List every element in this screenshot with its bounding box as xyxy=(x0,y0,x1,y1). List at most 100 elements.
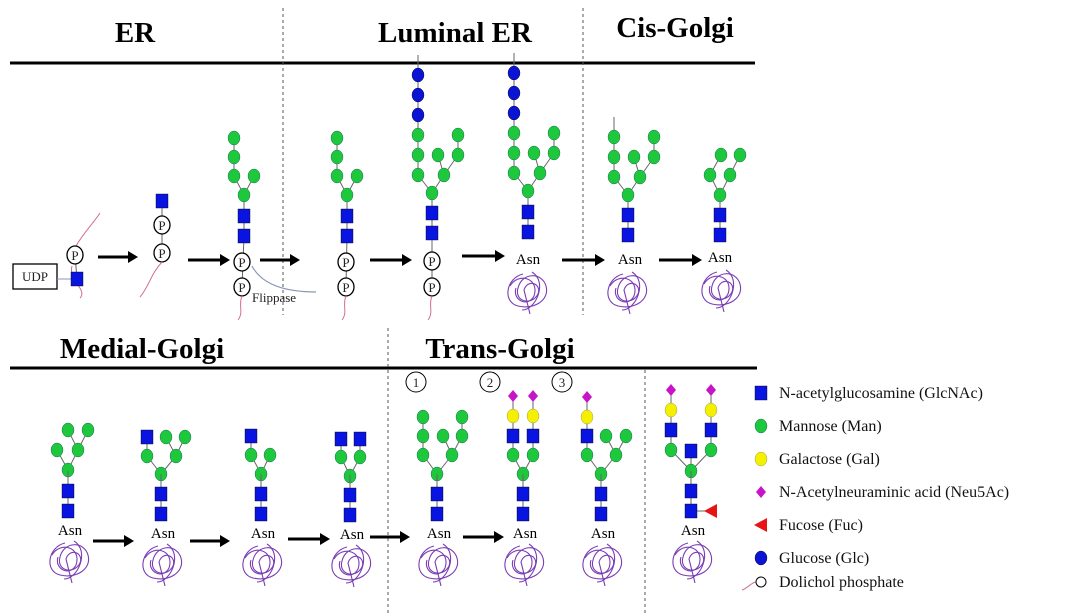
asn-label: Asn xyxy=(618,252,643,268)
glcnac-square-icon xyxy=(237,208,251,224)
protein-chain xyxy=(703,269,735,309)
protein-chain xyxy=(331,546,372,588)
protein-chain xyxy=(242,545,283,587)
phosphate-label: P xyxy=(238,255,245,270)
phosphate-circle xyxy=(423,251,441,271)
glcnac-square-icon xyxy=(684,503,698,519)
step-1-marker: 1 xyxy=(405,371,427,393)
glcnac-square-icon xyxy=(254,506,268,522)
mannose-circle-icon xyxy=(431,147,445,163)
protein-icon xyxy=(418,543,459,587)
mannose-circle-icon xyxy=(140,448,154,464)
protein-chain xyxy=(142,545,183,587)
glcnac-square-icon xyxy=(155,193,169,209)
glcnac-square-icon xyxy=(425,205,439,221)
glcnac-square-icon xyxy=(684,443,698,459)
blue-square-icon xyxy=(754,385,768,401)
phosphate-label: P xyxy=(428,254,435,269)
mannose-circle-icon xyxy=(437,167,451,183)
section-title-er: ER xyxy=(115,17,156,49)
arrow-icon xyxy=(290,254,300,266)
section-title-trans-golgi: Trans-Golgi xyxy=(425,333,574,365)
mannose-circle-icon xyxy=(411,167,425,183)
legend-label: Mannose (Man) xyxy=(779,418,882,435)
dolichol-chain xyxy=(75,212,101,247)
neu5ac-diamond-icon xyxy=(508,390,518,402)
protein-icon xyxy=(331,544,372,588)
dolichol-chain xyxy=(427,295,433,321)
galactose-circle-icon xyxy=(704,402,718,418)
green-circle-icon xyxy=(754,418,768,434)
mannose-circle-icon xyxy=(436,428,450,444)
protein-icon xyxy=(701,269,742,313)
mannose-circle-icon xyxy=(547,125,561,141)
mannose-circle-icon xyxy=(227,149,241,165)
glucose-circle-icon xyxy=(507,85,521,101)
neu5ac-diamond-icon xyxy=(706,384,716,396)
mannose-circle-icon xyxy=(633,169,647,185)
mannose-circle-icon xyxy=(416,409,430,425)
phosphate-label: P xyxy=(71,248,78,263)
blue-circle-icon xyxy=(754,550,768,566)
mannose-circle-icon xyxy=(713,187,727,203)
dolichol-phosphate-icon xyxy=(755,576,767,588)
phosphate-icon: P xyxy=(153,243,171,263)
arrow-icon xyxy=(320,533,330,545)
asn-label: Asn xyxy=(427,526,452,542)
fucose-triangle-icon xyxy=(704,504,717,518)
glcnac-square-icon xyxy=(684,483,698,499)
mannose-circle-icon xyxy=(247,168,261,184)
mannose-circle-icon xyxy=(507,145,521,161)
section-title-luminal-er: Luminal ER xyxy=(378,17,533,49)
step-2-marker: 2 xyxy=(479,371,501,393)
phosphate-label: P xyxy=(238,280,245,295)
arrow-icon xyxy=(220,254,230,266)
legend-item: Mannose (Man) xyxy=(754,418,882,435)
phosphate-icon: P xyxy=(337,252,355,272)
glucose-circle-icon xyxy=(507,105,521,121)
arrow-icon xyxy=(595,254,605,266)
legend-item: Dolichol phosphate xyxy=(741,574,904,591)
phosphate-icon: P xyxy=(153,215,171,235)
mannose-circle-icon xyxy=(607,149,621,165)
asn-label: Asn xyxy=(58,523,83,539)
arrow-icon xyxy=(220,535,230,547)
mannose-circle-icon xyxy=(237,187,251,203)
protein-icon xyxy=(672,540,713,584)
asn-label: Asn xyxy=(516,252,541,268)
glcnac-square-icon xyxy=(343,487,357,503)
glcnac-square-icon xyxy=(61,483,75,499)
asn-label: Asn xyxy=(681,523,706,539)
mannose-circle-icon xyxy=(451,147,465,163)
arrow-icon xyxy=(124,535,134,547)
mannose-circle-icon xyxy=(159,429,173,445)
arrow-icon xyxy=(400,531,410,543)
udp-label: UDP xyxy=(22,269,48,284)
mannose-circle-icon xyxy=(411,127,425,143)
glcnac-square-icon xyxy=(353,431,367,447)
glcnac-square-icon xyxy=(580,428,594,444)
legend-label: N-Acetylneuraminic acid (Neu5Ac) xyxy=(779,484,1009,501)
glcnac-square-icon xyxy=(430,486,444,502)
protein-icon xyxy=(582,543,623,587)
protein-chain xyxy=(609,271,641,311)
arrow-icon xyxy=(128,251,138,263)
arrow-icon xyxy=(495,250,505,262)
phosphate-circle xyxy=(337,252,355,272)
mannose-circle-icon xyxy=(425,185,439,201)
mannose-circle-icon xyxy=(455,409,469,425)
glcnac-square-icon xyxy=(340,228,354,244)
mannose-circle-icon xyxy=(627,149,641,165)
glcnac-square-icon xyxy=(237,228,251,244)
legend-label: Fucose (Fuc) xyxy=(779,517,863,534)
mannose-circle-icon xyxy=(607,169,621,185)
galactose-circle-icon xyxy=(506,408,520,424)
protein-chain xyxy=(51,540,83,580)
mannose-circle-icon xyxy=(334,449,348,465)
mannose-circle-icon xyxy=(227,130,241,146)
protein-icon xyxy=(242,543,283,587)
phosphate-icon: P xyxy=(233,252,251,272)
protein-chain xyxy=(333,544,365,584)
mannose-circle-icon xyxy=(455,428,469,444)
